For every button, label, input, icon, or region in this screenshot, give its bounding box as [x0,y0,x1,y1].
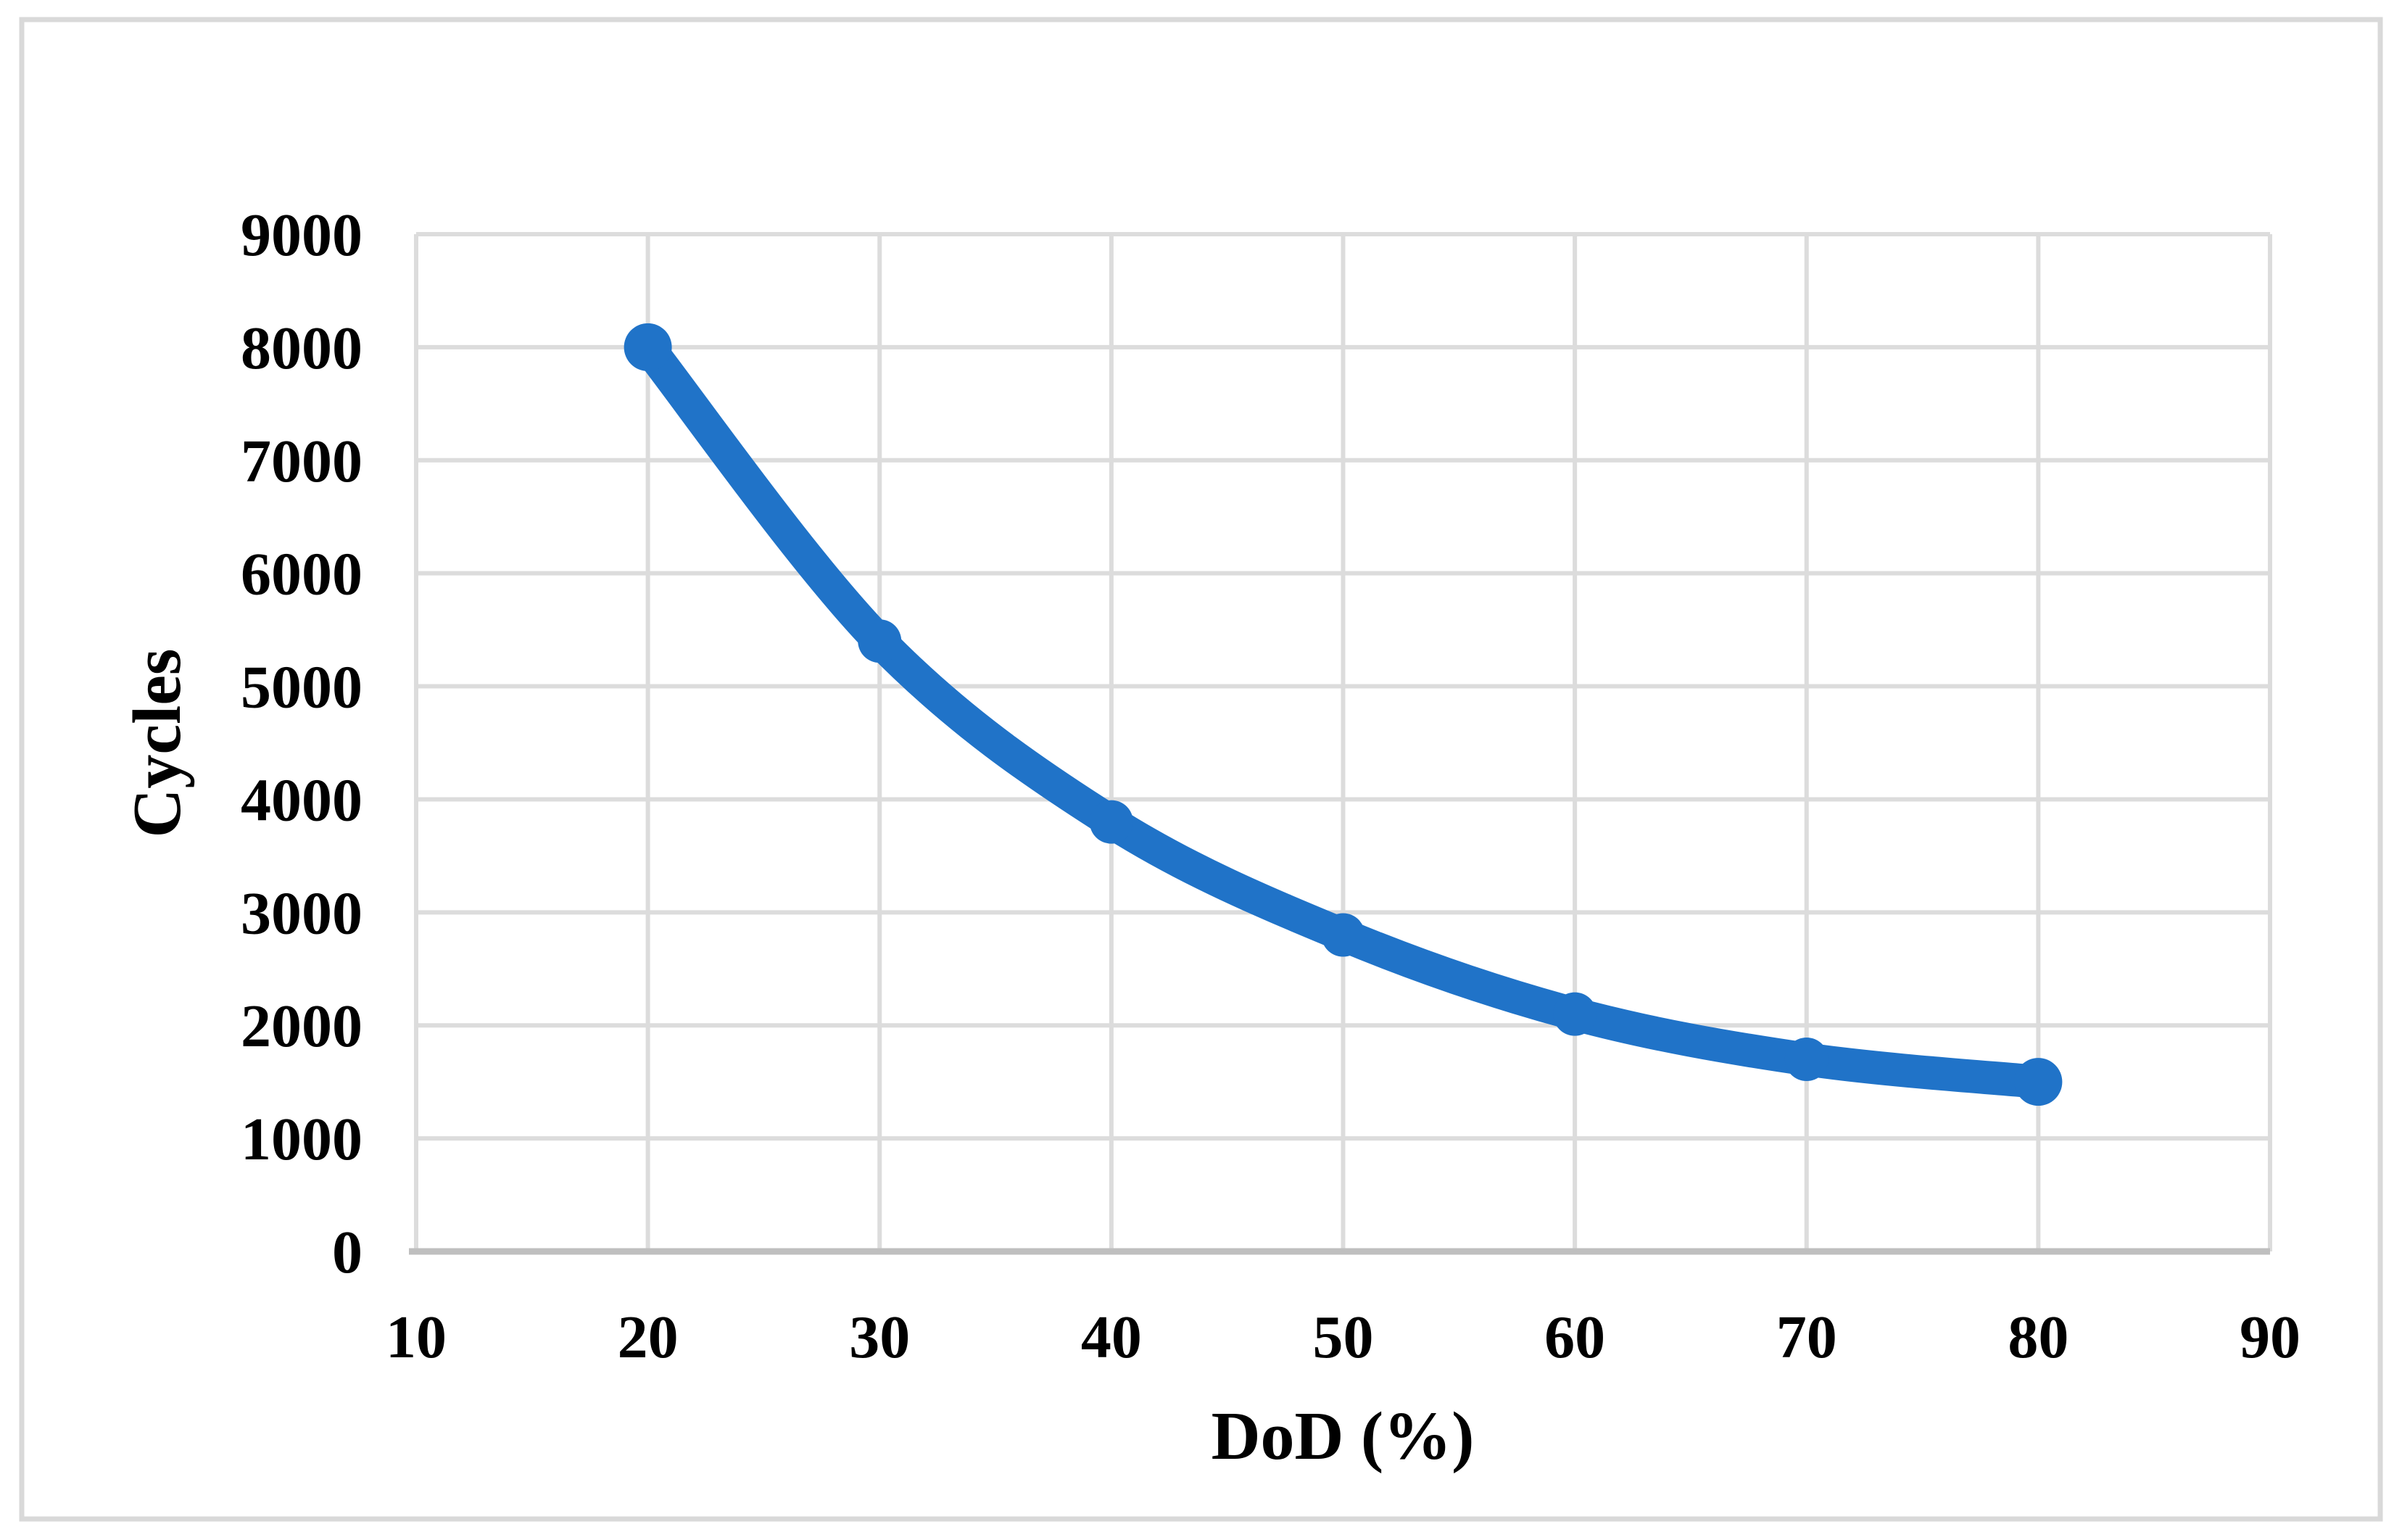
x-tick-label: 40 [1081,1304,1142,1371]
data-point-marker [1784,1037,1829,1081]
x-axis-title: DoD (%) [1212,1399,1475,1474]
x-tick-label: 60 [1544,1304,1605,1371]
x-tick-label: 30 [849,1304,910,1371]
y-tick-label: 2000 [241,993,363,1060]
y-tick-label: 1000 [241,1106,363,1173]
data-point-marker [1553,992,1597,1036]
x-tick-label: 50 [1313,1304,1374,1371]
y-tick-label: 9000 [241,202,363,269]
y-tick-label: 3000 [241,879,363,947]
data-point-marker [1321,913,1365,957]
y-tick-label: 4000 [241,766,363,834]
y-tick-label: 5000 [241,654,363,721]
x-tick-label: 80 [2008,1304,2068,1371]
y-tick-label: 6000 [241,541,363,608]
x-tick-label: 20 [618,1304,679,1371]
x-tick-label: 90 [2240,1304,2300,1371]
y-tick-label: 7000 [241,428,363,495]
data-point-marker [2014,1058,2063,1106]
data-point-marker [1089,800,1133,844]
x-axis-tick-labels: 10 20 30 40 50 60 70 80 90 [386,1304,2300,1371]
x-tick-label: 70 [1776,1304,1837,1371]
data-point-marker [624,323,672,371]
data-series [624,323,2063,1106]
figure-border [19,17,2383,1522]
y-tick-label: 0 [332,1219,363,1286]
y-axis-title: Cycles [120,648,195,837]
y-tick-label: 8000 [241,315,363,382]
gridlines [409,232,2272,1255]
y-axis-tick-labels: 0 1000 2000 3000 4000 5000 6000 7000 8000 9000 [241,202,363,1286]
x-tick-label: 10 [386,1304,447,1371]
data-point-marker [858,619,902,663]
